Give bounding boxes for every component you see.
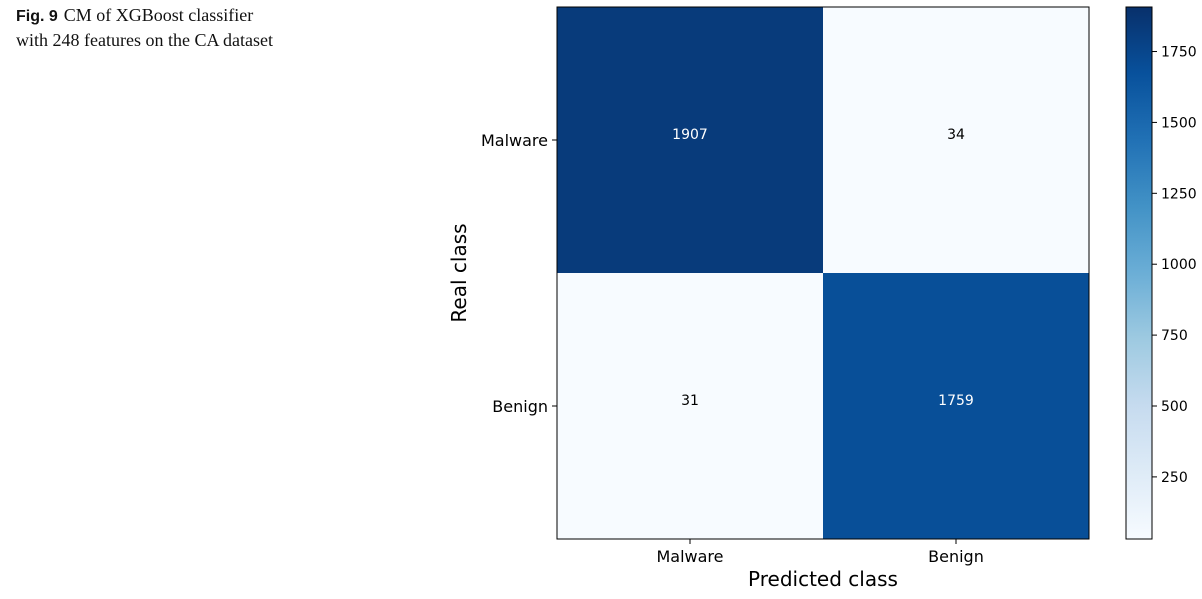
colorbar-axis: 250 500 750 1000 1250 1500 1750	[1152, 45, 1197, 486]
x-axis: Malware Benign	[656, 539, 984, 566]
figure-caption: Fig. 9 CM of XGBoost classifier with 248 …	[16, 4, 276, 52]
heatmap-cell	[557, 7, 823, 273]
heatmap-cell	[823, 273, 1089, 539]
y-axis: Malware Benign	[481, 131, 557, 416]
heatmap-cell-value: 34	[947, 127, 965, 143]
colorbar-tick-label: 1500	[1161, 115, 1197, 131]
colorbar-tick-label: 1250	[1161, 186, 1197, 202]
heatmap-cell-value: 1907	[672, 127, 708, 143]
heatmap-cell-value: 31	[681, 393, 699, 409]
y-axis-title: Real class	[447, 223, 471, 322]
x-axis-title: Predicted class	[748, 567, 898, 591]
colorbar-frame	[1125, 6, 1153, 540]
figure-label: Fig. 9	[16, 8, 58, 25]
colorbar-tick-label: 250	[1161, 470, 1188, 486]
colorbar-tick-label: 750	[1161, 328, 1188, 344]
y-tick-label: Benign	[492, 397, 548, 416]
heatmap-cells	[557, 7, 1089, 539]
heatmap-cell	[557, 273, 823, 539]
colorbar-tick-label: 500	[1161, 399, 1188, 415]
y-tick-label: Malware	[481, 131, 548, 150]
x-tick-label: Malware	[656, 547, 723, 566]
heatmap-cell	[823, 7, 1089, 273]
colorbar-tick-label: 1750	[1161, 45, 1197, 61]
x-tick-label: Benign	[928, 547, 984, 566]
plot-frame	[556, 6, 1090, 540]
colorbar	[1126, 7, 1152, 539]
figure-caption-text: CM of XGBoost classifier with 248 featur…	[16, 5, 273, 50]
heatmap-cell-value: 1759	[938, 393, 974, 409]
heatmap-cell-labels: 1907 34 31 1759	[672, 127, 974, 409]
colorbar-tick-label: 1000	[1161, 257, 1197, 273]
